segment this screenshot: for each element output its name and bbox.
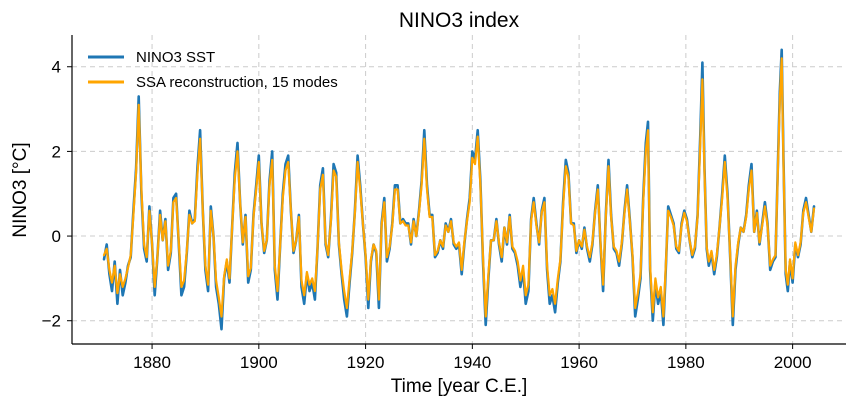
y-ticks: −2 0 2 4 <box>42 58 72 331</box>
x-tick-label: 1980 <box>667 353 705 372</box>
series-line-ssa-reconstruction <box>102 57 816 318</box>
x-tick-label: 1960 <box>560 353 598 372</box>
x-tick-label: 1920 <box>347 353 385 372</box>
legend-label-nino3-sst: NINO3 SST <box>136 49 215 66</box>
x-tick-label: 1940 <box>453 353 491 372</box>
y-tick-label: 4 <box>52 58 61 77</box>
legend-label-ssa: SSA reconstruction, 15 modes <box>136 74 338 91</box>
y-tick-label: −2 <box>42 312 61 331</box>
series-line-nino3-sst <box>102 48 816 331</box>
y-tick-label: 0 <box>52 227 61 246</box>
y-axis-label: NINO3 [°C] <box>10 142 31 237</box>
legend: NINO3 SST SSA reconstruction, 15 modes <box>88 49 338 91</box>
chart-title: NINO3 index <box>399 9 520 32</box>
series-layer <box>102 48 816 331</box>
x-ticks: 1880 1900 1920 1940 1960 1980 2000 <box>133 344 812 372</box>
y-tick-label: 2 <box>52 142 61 161</box>
x-axis-label: Time [year C.E.] <box>391 376 528 397</box>
x-tick-label: 1880 <box>133 353 171 372</box>
x-tick-label: 2000 <box>774 353 812 372</box>
x-tick-label: 1900 <box>240 353 278 372</box>
